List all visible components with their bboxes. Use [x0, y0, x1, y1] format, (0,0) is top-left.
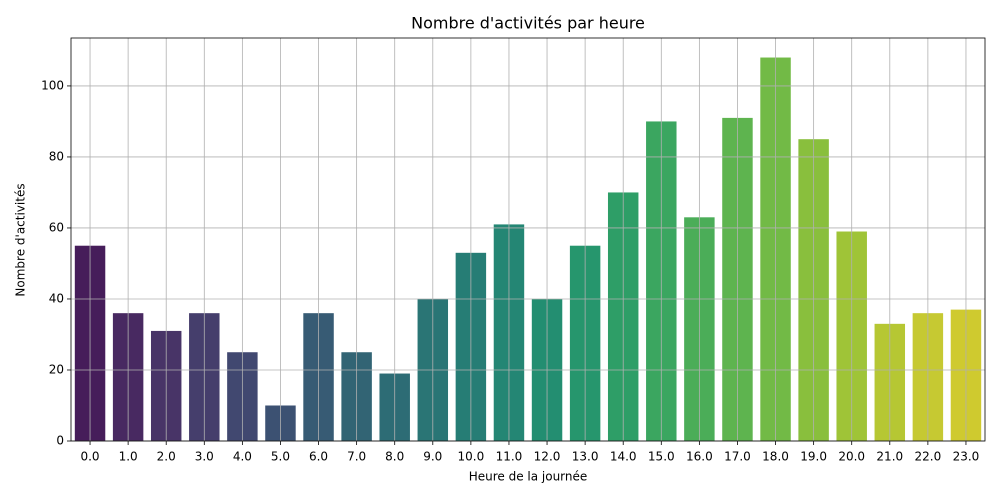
x-tick-label: 20.0	[838, 450, 865, 464]
x-tick-label: 21.0	[876, 450, 903, 464]
y-tick-label: 60	[49, 220, 64, 234]
x-tick-label: 4.0	[233, 450, 252, 464]
x-tick-label: 8.0	[385, 450, 404, 464]
x-tick-label: 0.0	[80, 450, 99, 464]
x-tick-label: 9.0	[423, 450, 442, 464]
x-axis-label: Heure de la journée	[469, 470, 588, 484]
y-tick-label: 80	[49, 149, 64, 163]
x-tick-label: 13.0	[572, 450, 599, 464]
x-tick-label: 19.0	[800, 450, 827, 464]
y-tick-label: 40	[49, 291, 64, 305]
x-tick-label: 14.0	[610, 450, 637, 464]
x-tick-label: 22.0	[915, 450, 942, 464]
y-axis-label: Nombre d'activités	[14, 183, 28, 296]
x-tick-label: 18.0	[762, 450, 789, 464]
x-tick-label: 3.0	[195, 450, 214, 464]
chart-title: Nombre d'activités par heure	[411, 14, 645, 33]
x-tick-label: 6.0	[309, 450, 328, 464]
y-tick-label: 100	[41, 78, 64, 92]
x-tick-label: 15.0	[648, 450, 675, 464]
plot-frame	[70, 37, 986, 442]
x-tick-label: 1.0	[119, 450, 138, 464]
x-tick-label: 7.0	[347, 450, 366, 464]
x-tick-label: 16.0	[686, 450, 713, 464]
x-tick-label: 2.0	[157, 450, 176, 464]
x-tick-label: 5.0	[271, 450, 290, 464]
y-tick-label: 0	[56, 434, 64, 448]
x-tick-label: 11.0	[496, 450, 523, 464]
x-tick-label: 23.0	[953, 450, 980, 464]
x-tick-label: 17.0	[724, 450, 751, 464]
x-tick-label: 10.0	[458, 450, 485, 464]
x-tick-label: 12.0	[534, 450, 561, 464]
y-tick-label: 20	[49, 362, 64, 376]
